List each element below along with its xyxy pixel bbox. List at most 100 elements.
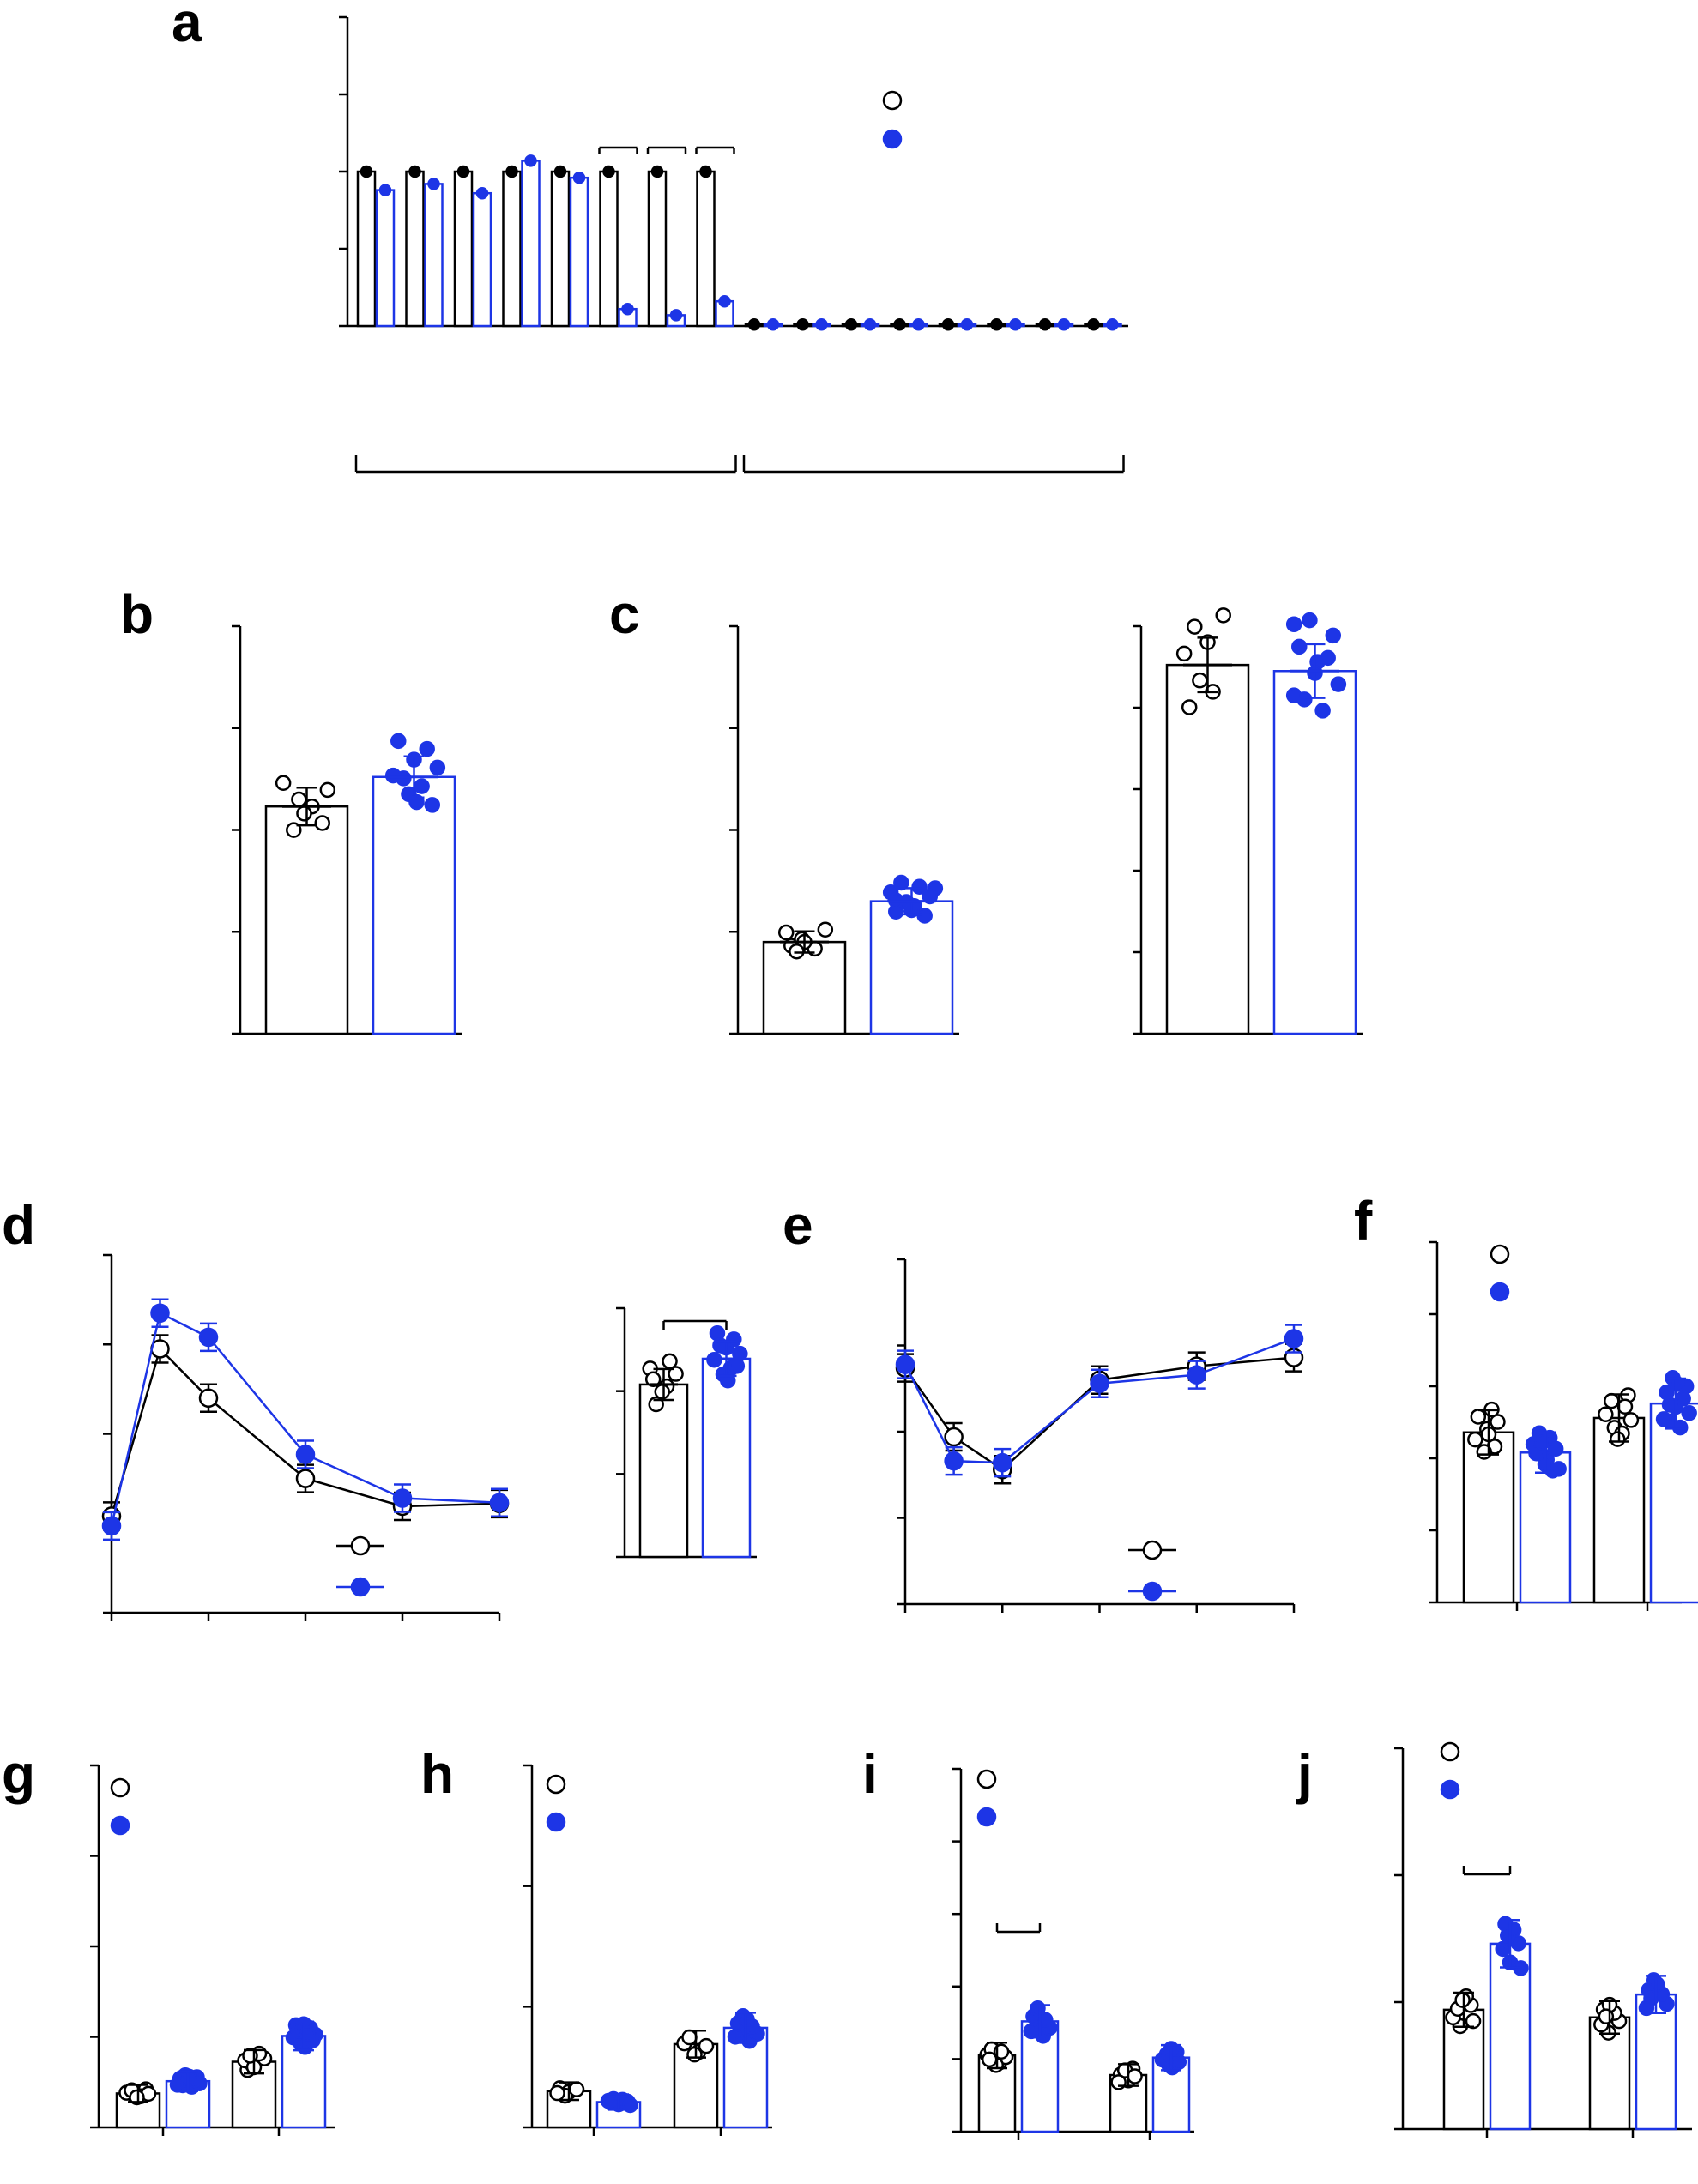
a-point-ko <box>1009 317 1022 331</box>
a-point-control <box>360 165 373 178</box>
f-point-control <box>1470 1409 1487 1425</box>
i-point-ko <box>1170 2054 1187 2071</box>
a-point-ko <box>863 317 877 331</box>
c1-point-control <box>777 924 795 941</box>
c1-bar-ko <box>869 900 954 1035</box>
c2-point-ko <box>1285 687 1302 703</box>
b-point-ko <box>384 767 402 784</box>
f-point-control <box>1598 1406 1614 1422</box>
a-point-control <box>699 165 712 178</box>
a-point-control <box>1038 317 1052 331</box>
i-point-control <box>981 2051 998 2068</box>
c2-point-control <box>1175 645 1193 662</box>
d-legend-marker <box>350 1577 371 1597</box>
h-point-control <box>686 2046 703 2063</box>
h-point-ko <box>739 2011 755 2028</box>
i-point-ko <box>1023 2023 1040 2040</box>
panel-label-i: i <box>862 1743 878 1805</box>
a-point-ko <box>766 317 780 331</box>
c2-bar-control <box>1165 663 1250 1035</box>
e-point-ko <box>993 1452 1012 1473</box>
a-point-control <box>990 317 1003 331</box>
a-point-control <box>893 317 906 331</box>
c2-point-control <box>1181 699 1198 715</box>
g-legend-ko-marker <box>110 1815 130 1836</box>
d-point-ko <box>198 1327 219 1348</box>
j-point-ko <box>1649 1976 1665 1993</box>
b-point-control <box>296 805 312 822</box>
d_auc-bar-ko <box>701 1357 752 1559</box>
a-bar-control <box>405 170 425 328</box>
i-legend-control-marker <box>976 1769 997 1789</box>
d_auc-point-ko <box>726 1331 742 1348</box>
panel-label-d: d <box>2 1194 35 1256</box>
c1-point-ko <box>922 888 939 905</box>
a-point-control <box>505 165 518 178</box>
i-point-control <box>1127 2068 1143 2084</box>
j-point-control <box>1465 2012 1482 2030</box>
a-point-control <box>650 165 664 178</box>
e-legend-marker <box>1142 1540 1163 1560</box>
h-legend-control-marker <box>546 1774 566 1795</box>
b-point-ko <box>419 740 435 757</box>
d-legend-marker <box>350 1535 371 1556</box>
f-point-control <box>1616 1398 1634 1415</box>
a-point-ko <box>427 178 440 190</box>
panel-label-h: h <box>420 1743 454 1805</box>
c2-point-ko <box>1330 676 1347 692</box>
a-bar-ko <box>569 176 589 328</box>
b-point-control <box>314 815 330 831</box>
d-point-control <box>198 1388 219 1409</box>
b-point-control <box>275 775 292 792</box>
d_auc-point-control <box>644 1371 662 1387</box>
d_auc-point-control <box>668 1366 684 1382</box>
c2-point-ko <box>1314 703 1331 719</box>
a-bar-control <box>696 170 716 328</box>
j-point-ko <box>1495 1940 1511 1958</box>
j-bar-ko <box>1635 1993 1677 2131</box>
c1-point-control <box>789 943 805 960</box>
h-point-control <box>549 2084 565 2102</box>
e-series-line-control <box>903 1356 1295 1471</box>
panel-label-b: b <box>120 583 154 645</box>
i-legend-ko-marker <box>976 1807 997 1827</box>
panel-label-j: j <box>1296 1743 1313 1805</box>
c1-point-control <box>817 921 834 938</box>
a-point-control <box>844 317 858 331</box>
b-point-ko <box>429 759 446 776</box>
a-point-control <box>456 165 470 178</box>
c2-point-control <box>1192 672 1208 689</box>
panel-label-c: c <box>609 583 640 645</box>
h-point-ko <box>622 2097 638 2114</box>
c2-point-control <box>1187 618 1203 635</box>
f-point-control <box>1467 1431 1483 1448</box>
g-point-ko <box>181 2068 197 2085</box>
b-bar-control <box>264 805 349 1035</box>
d_auc-point-control <box>662 1353 678 1370</box>
e-point-ko <box>895 1354 915 1374</box>
a-point-ko <box>1106 317 1119 331</box>
a-bar-control <box>647 170 668 328</box>
h-point-ko <box>727 2029 744 2045</box>
i-point-control <box>1110 2074 1127 2090</box>
f-point-ko <box>1669 1376 1685 1392</box>
a-bar-control <box>502 170 522 328</box>
panel-label-e: e <box>783 1194 813 1256</box>
j-point-ko <box>1510 1935 1526 1952</box>
a-point-ko <box>718 294 731 308</box>
a-bar-ko <box>521 160 541 328</box>
a-legend-control-marker <box>882 90 903 111</box>
e-point-ko <box>1090 1373 1109 1393</box>
a-bar-control <box>453 170 474 328</box>
a-legend-ko-marker <box>882 129 903 149</box>
e-series-line-ko <box>903 1337 1295 1464</box>
f-legend-ko-marker <box>1490 1282 1510 1302</box>
j-point-ko <box>1499 1927 1516 1944</box>
f-bar-control <box>1592 1416 1646 1604</box>
d_auc-point-control <box>654 1384 670 1400</box>
d-point-ko <box>150 1303 170 1324</box>
c2-point-ko <box>1285 616 1302 633</box>
b-point-ko <box>390 733 407 750</box>
d-point-ko <box>392 1488 413 1508</box>
